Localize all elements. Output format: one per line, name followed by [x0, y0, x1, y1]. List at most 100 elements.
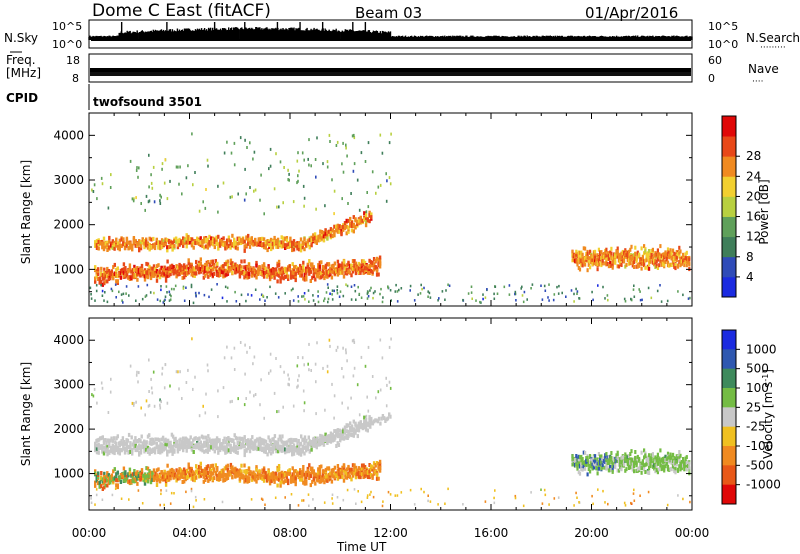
power-cell	[580, 254, 583, 258]
velocity-cell	[215, 446, 218, 451]
power-cell	[174, 236, 178, 241]
power-cell	[634, 251, 637, 256]
power-cell	[377, 185, 380, 189]
velocity-cell	[331, 432, 334, 437]
power-cell	[363, 266, 367, 271]
power-cell	[229, 261, 233, 265]
power-cell	[599, 253, 602, 258]
power-cell	[581, 257, 584, 262]
cpid-label: CPID	[6, 91, 38, 105]
power-cell	[638, 253, 641, 258]
velocity-cell	[153, 447, 157, 452]
velocity-cell	[345, 472, 349, 477]
power-cell	[185, 286, 187, 289]
power-cell	[208, 295, 210, 299]
velocity-cell	[346, 436, 349, 440]
power-cell	[306, 268, 309, 273]
power-cell	[208, 234, 211, 239]
velocity-cell	[285, 447, 289, 452]
velocity-cell	[143, 445, 146, 450]
velocity-cell	[336, 474, 340, 479]
velocity-cell	[174, 444, 178, 449]
velocity-cell	[271, 446, 275, 451]
power-cell	[386, 179, 388, 183]
power-cell	[380, 287, 382, 291]
velocity-cell	[287, 481, 290, 486]
velocity-cell	[155, 445, 158, 450]
power-cell	[292, 200, 295, 204]
power-cell	[183, 238, 187, 243]
velocity-cell	[368, 472, 371, 477]
velocity-cell	[290, 437, 293, 442]
power-cell	[197, 239, 201, 243]
power-cell	[594, 255, 597, 260]
velocity-cell	[299, 471, 302, 475]
power-cell	[577, 266, 580, 270]
power-cell	[317, 295, 319, 298]
velocity-cell	[289, 440, 292, 445]
power-cell	[261, 294, 264, 297]
power-cell	[244, 270, 248, 275]
power-cell	[244, 274, 248, 278]
power-cell	[342, 294, 345, 298]
power-cell	[650, 252, 653, 257]
velocity-cell	[113, 447, 116, 452]
velocity-cell	[217, 472, 220, 477]
power-cell	[336, 140, 339, 144]
power-cell	[193, 274, 196, 278]
velocity-cell	[293, 472, 296, 477]
velocity-cell	[159, 442, 162, 447]
power-cell	[351, 266, 355, 271]
power-cell	[658, 263, 661, 268]
velocity-cell	[163, 438, 166, 443]
velocity-cell	[206, 442, 209, 447]
power-cell	[271, 273, 275, 278]
power-cell	[268, 239, 271, 244]
power-cell	[345, 268, 349, 273]
power-cell	[115, 268, 118, 272]
velocity-cell	[150, 449, 153, 453]
velocity-cell	[184, 472, 187, 477]
power-cell	[611, 263, 614, 268]
power-cell	[104, 279, 107, 284]
power-cell	[309, 279, 312, 283]
power-cell	[261, 270, 264, 274]
velocity-cell	[253, 474, 257, 479]
power-cell	[291, 268, 294, 273]
velocity-cell	[164, 442, 167, 447]
power-cell	[663, 260, 666, 265]
power-cell	[102, 247, 106, 252]
power-cell	[296, 241, 299, 245]
velocity-cell	[134, 436, 137, 441]
velocity-cell	[326, 436, 329, 441]
power-cell	[113, 242, 116, 247]
power-cell	[312, 299, 315, 302]
velocity-cell	[166, 463, 169, 468]
velocity-cell	[143, 474, 147, 479]
velocity-cell	[131, 475, 135, 480]
velocity-cell	[233, 368, 236, 371]
power-cell	[156, 298, 159, 301]
velocity-cell	[163, 469, 166, 474]
power-cell	[622, 258, 626, 263]
velocity-cell	[176, 444, 180, 449]
power-cell	[371, 263, 374, 268]
power-cell	[683, 258, 686, 263]
power-cell	[235, 264, 239, 269]
power-cell	[656, 250, 659, 255]
velocity-cell	[226, 471, 230, 476]
velocity-cell	[351, 339, 354, 343]
power-cell	[287, 168, 289, 172]
power-cell	[643, 251, 646, 256]
power-cell	[596, 262, 599, 267]
velocity-cell	[323, 438, 327, 442]
velocity-cell	[354, 472, 358, 477]
power-cell	[263, 212, 265, 216]
power-cell	[358, 292, 361, 296]
velocity-cell	[136, 439, 140, 443]
velocity-cell	[354, 468, 358, 473]
power-cell	[581, 252, 584, 257]
velocity-cell	[233, 448, 236, 453]
power-cell	[164, 237, 167, 242]
velocity-cell	[313, 436, 317, 441]
